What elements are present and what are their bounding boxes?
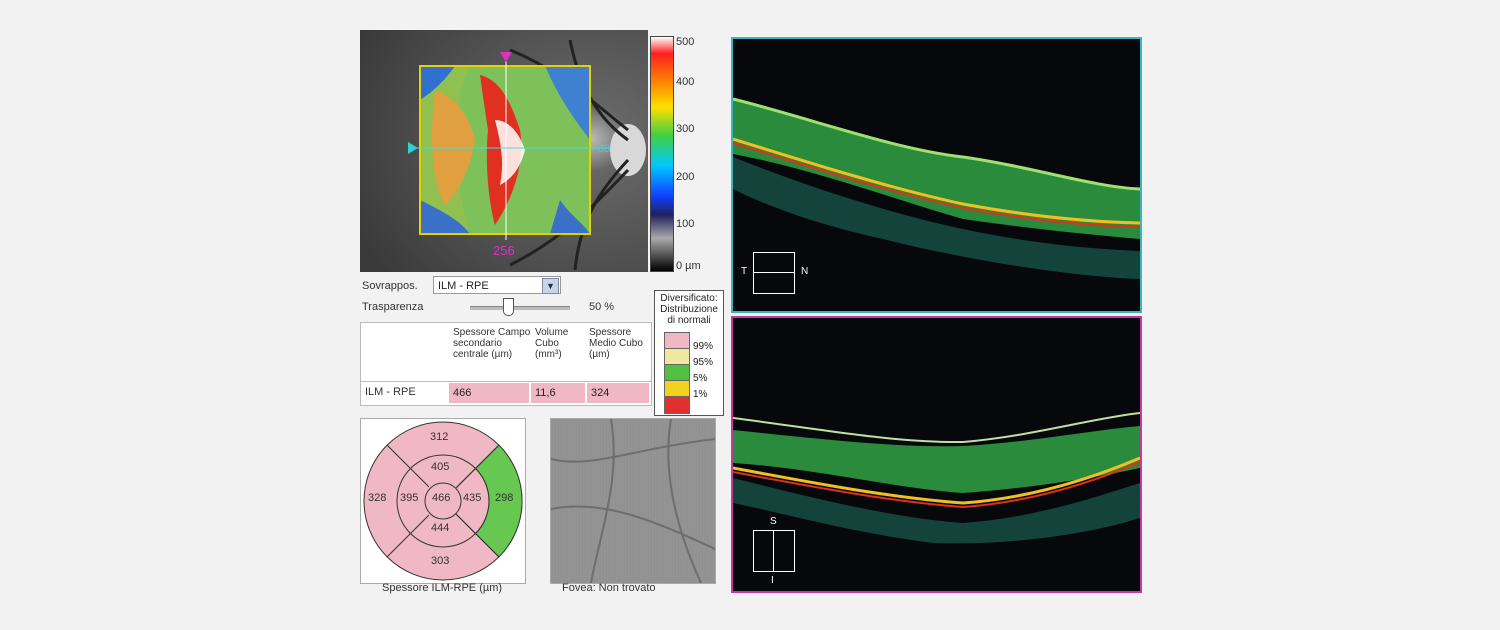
cube-avg-thickness-value: 324 <box>587 383 649 403</box>
legend-label: 1% <box>693 389 708 400</box>
legend-label: 99% <box>693 341 714 352</box>
etdrs-caption: Spessore ILM-RPE (µm) <box>382 582 503 594</box>
normative-legend: Diversificato: Distribuzione di normali … <box>654 290 724 416</box>
horizontal-bscan[interactable]: T N <box>731 37 1142 313</box>
transparency-label: Trasparenza <box>362 301 424 313</box>
vertical-bscan[interactable]: S I <box>731 316 1142 593</box>
etdrs-outer-bottom: 303 <box>431 555 450 567</box>
orientation-box <box>753 252 795 294</box>
thickness-table: Spessore Campo secondario centrale (µm) … <box>360 322 652 406</box>
orientation-top-label: S <box>770 516 777 527</box>
transparency-value: 50 % <box>589 301 615 313</box>
central-thickness-value: 466 <box>449 383 529 403</box>
scale-tick: 100 <box>676 218 695 230</box>
scale-tick: 0 µm <box>676 260 701 272</box>
table-header: Spessore Campo secondario centrale (µm) <box>453 327 531 360</box>
right-marker-label: 83 <box>598 143 611 155</box>
etdrs-inner-top: 405 <box>431 461 450 473</box>
etdrs-inner-left: 395 <box>400 492 419 504</box>
chevron-down-icon[interactable]: ▼ <box>542 278 559 294</box>
etdrs-center: 466 <box>432 492 451 504</box>
etdrs-inner-right: 435 <box>463 492 482 504</box>
fovea-enface-image[interactable] <box>550 418 716 584</box>
orientation-box <box>753 530 795 572</box>
legend-label: 5% <box>693 373 708 384</box>
thickness-color-scale <box>650 36 674 272</box>
transparency-slider-thumb[interactable] <box>503 298 514 316</box>
etdrs-outer-right: 298 <box>495 492 514 504</box>
scale-tick: 400 <box>676 76 695 88</box>
fundus-thickness-map[interactable] <box>360 30 648 272</box>
overlay-select[interactable]: ILM - RPE ▼ <box>433 276 561 294</box>
etdrs-grid <box>360 418 526 584</box>
scale-tick: 500 <box>676 36 695 48</box>
scale-tick: 300 <box>676 123 695 135</box>
orientation-right-label: N <box>801 266 809 277</box>
fovea-caption: Fovea: Non trovato <box>562 582 656 594</box>
overlay-selected-value: ILM - RPE <box>438 280 489 292</box>
etdrs-outer-top: 312 <box>430 431 449 443</box>
scan-position-label: 256 <box>493 243 515 258</box>
etdrs-outer-left: 328 <box>368 492 387 504</box>
overlay-label: Sovrappos. <box>362 280 418 292</box>
legend-label: 95% <box>693 357 714 368</box>
etdrs-inner-bottom: 444 <box>431 522 450 534</box>
orientation-left-label: T <box>741 266 748 277</box>
table-row-label: ILM - RPE <box>365 386 416 398</box>
table-header: Volume Cubo (mm³) <box>535 327 569 360</box>
legend-swatch-0 <box>664 396 690 414</box>
legend-title: Diversificato: Distribuzione di normali <box>660 293 718 326</box>
orientation-bottom-label: I <box>771 575 774 586</box>
table-header: Spessore Medio Cubo (µm) <box>589 327 643 360</box>
transparency-slider-track[interactable] <box>470 306 570 310</box>
scale-tick: 200 <box>676 171 695 183</box>
cube-volume-value: 11,6 <box>531 383 585 403</box>
